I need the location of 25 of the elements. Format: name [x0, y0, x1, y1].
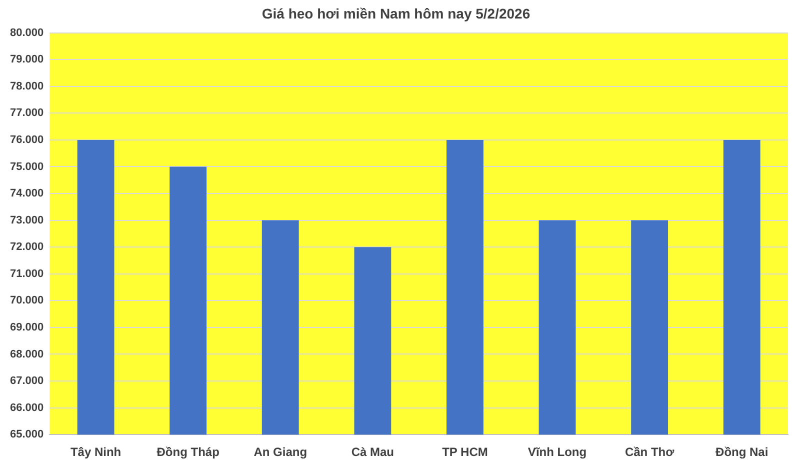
y-tick-label: 69.000: [10, 321, 44, 334]
y-tick-label: 65.000: [10, 428, 44, 441]
x-tick-label: Đồng Tháp: [156, 445, 220, 460]
y-tick-label: 67.000: [10, 375, 44, 388]
x-tick-label: TP HCM: [442, 445, 488, 460]
x-tick-label: Vĩnh Long: [528, 445, 587, 460]
x-tick-label: An Giang: [254, 445, 308, 460]
y-tick-label: 71.000: [10, 268, 44, 280]
y-tick-label: 80.000: [10, 26, 44, 39]
x-tick-label: Cà Mau: [351, 445, 394, 460]
y-tick-label: 77.000: [10, 107, 44, 120]
y-tick-label: 75.000: [10, 160, 44, 173]
x-tick-label: Tây Ninh: [70, 445, 122, 460]
y-tick-label: 66.000: [10, 402, 44, 414]
y-tick-label: 70.000: [10, 294, 44, 307]
y-tick-label: 68.000: [10, 348, 44, 360]
y-tick-label: 79.000: [10, 54, 44, 66]
y-tick-label: 74.000: [10, 188, 44, 200]
y-tick-label: 73.000: [10, 214, 44, 226]
x-tick-label: Đồng Nai: [716, 445, 768, 460]
y-tick-label: 76.000: [10, 134, 44, 146]
y-tick-label: 78.000: [10, 80, 44, 92]
y-tick-label: 72.000: [10, 241, 44, 254]
x-tick-label: Cần Thơ: [624, 445, 675, 460]
chart-title: Giá heo hơi miền Nam hôm nay 5/2/2026: [262, 5, 530, 22]
